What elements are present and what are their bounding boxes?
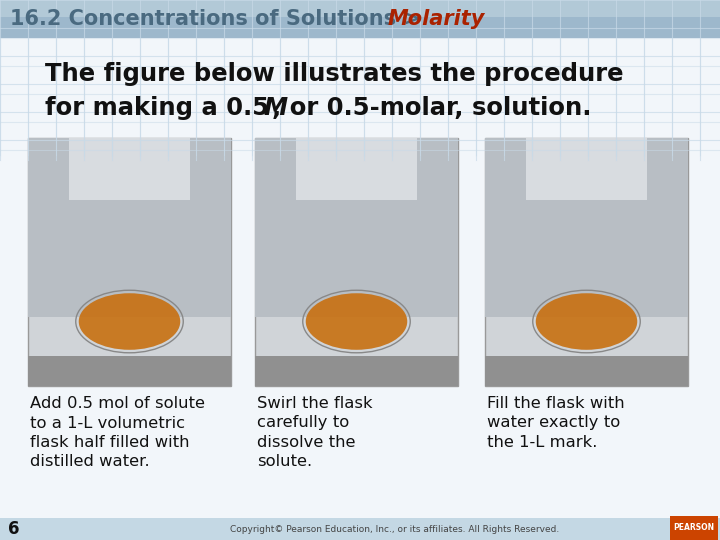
Bar (526, 138, 647, 200)
Bar (485, 138, 688, 316)
Text: dissolve the: dissolve the (257, 435, 356, 450)
Bar (0, 518, 720, 540)
Text: Molarity: Molarity (388, 9, 485, 29)
Text: PEARSON: PEARSON (673, 523, 714, 532)
Bar (28, 138, 231, 386)
Bar (0, 0, 720, 38)
Text: 6: 6 (8, 520, 19, 538)
Ellipse shape (306, 293, 408, 350)
Text: for making a 0.5: for making a 0.5 (45, 96, 269, 120)
Bar (296, 138, 418, 200)
Bar (68, 138, 190, 200)
Text: to a 1-L volumetric: to a 1-L volumetric (30, 415, 185, 430)
Ellipse shape (536, 293, 637, 350)
Bar (28, 356, 231, 386)
Bar (485, 356, 688, 386)
Bar (28, 138, 231, 316)
Bar (255, 138, 458, 316)
Text: water exactly to: water exactly to (487, 415, 620, 430)
Text: The figure below illustrates the procedure: The figure below illustrates the procedu… (45, 62, 624, 86)
Text: Copyright© Pearson Education, Inc., or its affiliates. All Rights Reserved.: Copyright© Pearson Education, Inc., or i… (230, 524, 559, 534)
Bar (0, 0, 720, 17)
Text: solute.: solute. (257, 455, 312, 469)
Text: flask half filled with: flask half filled with (30, 435, 189, 450)
Text: , or 0.5-molar, solution.: , or 0.5-molar, solution. (272, 96, 592, 120)
Text: 16.2 Concentrations of Solutions >: 16.2 Concentrations of Solutions > (10, 9, 428, 29)
Text: the 1-L mark.: the 1-L mark. (487, 435, 598, 450)
Text: distilled water.: distilled water. (30, 455, 150, 469)
Text: carefully to: carefully to (257, 415, 349, 430)
Bar (670, 516, 718, 540)
Text: Add 0.5 mol of solute: Add 0.5 mol of solute (30, 396, 205, 411)
Bar (255, 138, 458, 386)
Text: Fill the flask with: Fill the flask with (487, 396, 625, 411)
Bar (485, 138, 688, 386)
Ellipse shape (78, 293, 180, 350)
Text: Swirl the flask: Swirl the flask (257, 396, 373, 411)
Text: M: M (263, 96, 287, 120)
Bar (255, 356, 458, 386)
